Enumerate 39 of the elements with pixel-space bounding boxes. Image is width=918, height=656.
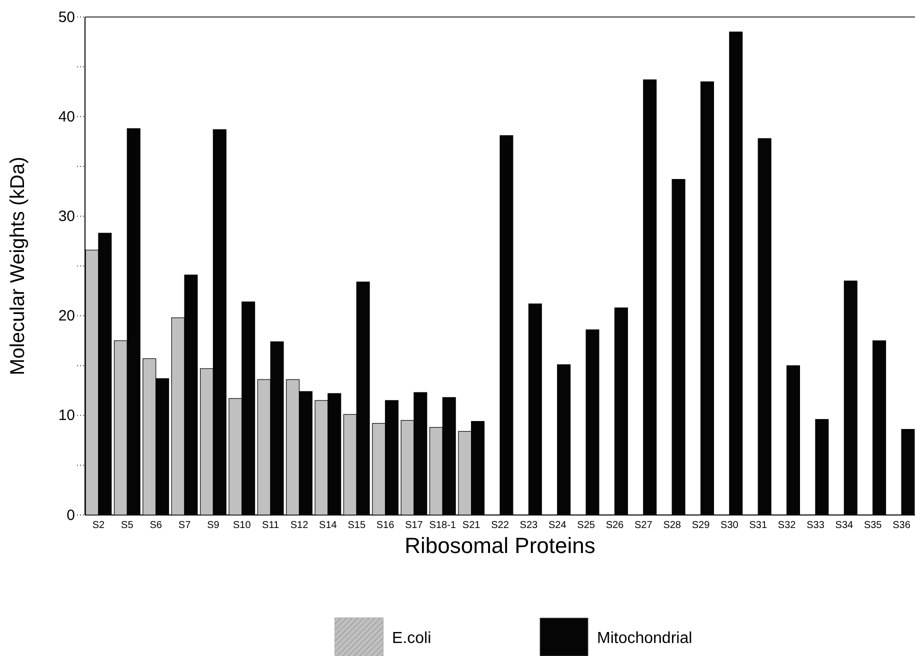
x-tick-label: S18-1 xyxy=(429,520,456,532)
x-tick-label: S34 xyxy=(835,520,854,532)
x-tick-label: S36 xyxy=(892,520,911,532)
x-tick-label: S9 xyxy=(207,520,220,532)
x-tick-label: S35 xyxy=(864,520,882,532)
x-tick-label: S24 xyxy=(548,520,567,532)
x-axis-title: Ribosomal Proteins xyxy=(404,533,596,558)
x-tick-label: S31 xyxy=(749,520,768,532)
y-tick-label: 0 xyxy=(66,506,75,524)
y-tick-label: 40 xyxy=(58,108,75,126)
y-tick-label: 50 xyxy=(58,8,75,26)
x-tick-label: S16 xyxy=(376,520,395,532)
x-tick-label: S25 xyxy=(577,520,596,532)
x-tick-label: S33 xyxy=(806,520,825,532)
y-tick-label: 20 xyxy=(58,308,75,325)
x-tick-label: S22 xyxy=(491,520,510,532)
y-tick-label: 30 xyxy=(58,208,75,225)
x-tick-label: S17 xyxy=(405,520,424,532)
x-tick-label: S28 xyxy=(663,520,682,532)
x-tick-label: S21 xyxy=(462,520,481,532)
x-tick-label: S12 xyxy=(290,520,309,532)
x-tick-label: S29 xyxy=(692,520,710,532)
x-tick-label: S10 xyxy=(232,520,252,532)
x-tick-label: S26 xyxy=(606,520,624,532)
x-tick-label: S14 xyxy=(319,520,338,532)
x-tick-label: S32 xyxy=(778,520,796,532)
legend-label: E.coli xyxy=(392,630,432,647)
x-tick-label: S7 xyxy=(178,520,192,532)
legend-label: Mitochondrial xyxy=(597,630,692,647)
x-tick-label: S30 xyxy=(720,520,739,532)
x-tick-label: S2 xyxy=(92,520,106,532)
x-tick-label: S23 xyxy=(520,520,538,532)
x-tick-label: S27 xyxy=(634,520,653,532)
x-tick-label: S11 xyxy=(262,520,280,532)
x-tick-label: S15 xyxy=(348,520,366,532)
x-tick-label: S5 xyxy=(121,520,134,532)
y-tick-label: 10 xyxy=(58,407,75,424)
x-tick-label: S6 xyxy=(150,520,162,532)
y-axis-title: Molecular Weights (kDa) xyxy=(7,156,29,376)
